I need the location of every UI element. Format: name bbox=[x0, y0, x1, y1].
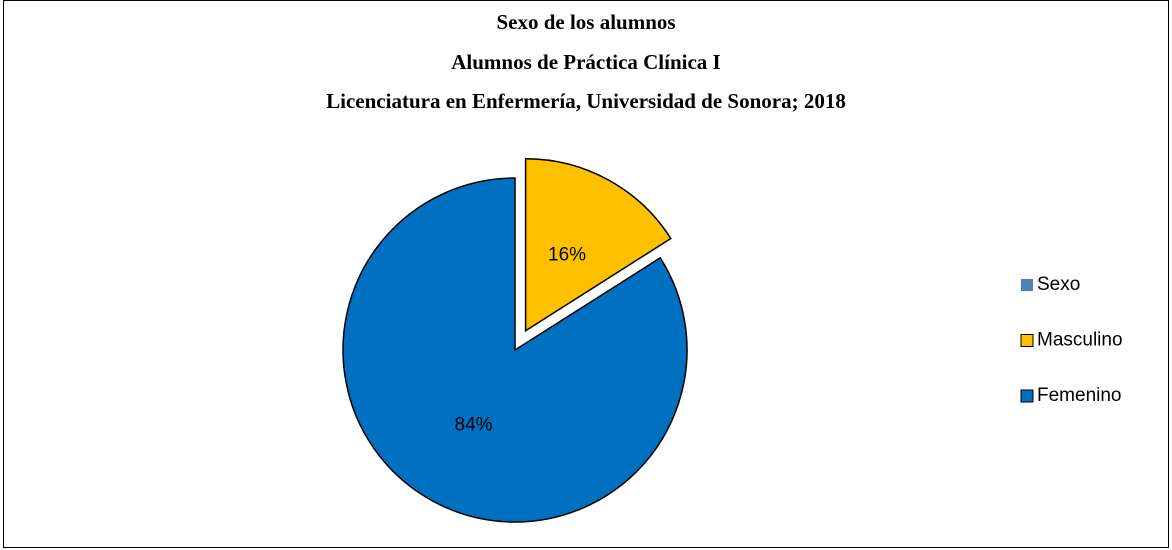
legend-swatch bbox=[1020, 334, 1034, 347]
data-label: 16% bbox=[548, 244, 586, 265]
legend-swatch bbox=[1021, 279, 1033, 291]
data-label: 84% bbox=[455, 414, 493, 435]
chart-title: Sexo de los alumnos bbox=[496, 10, 675, 34]
legend-swatch bbox=[1020, 389, 1034, 403]
chart-title: Alumnos de Práctica Clínica I bbox=[451, 50, 720, 74]
legend-label: Femenino bbox=[1037, 385, 1122, 406]
legend-label: Masculino bbox=[1037, 330, 1123, 351]
legend-label: Sexo bbox=[1037, 274, 1080, 295]
pie-slice bbox=[342, 177, 688, 523]
chart-title: Licenciatura en Enfermería, Universidad … bbox=[326, 89, 846, 113]
pie-slice bbox=[524, 157, 672, 333]
